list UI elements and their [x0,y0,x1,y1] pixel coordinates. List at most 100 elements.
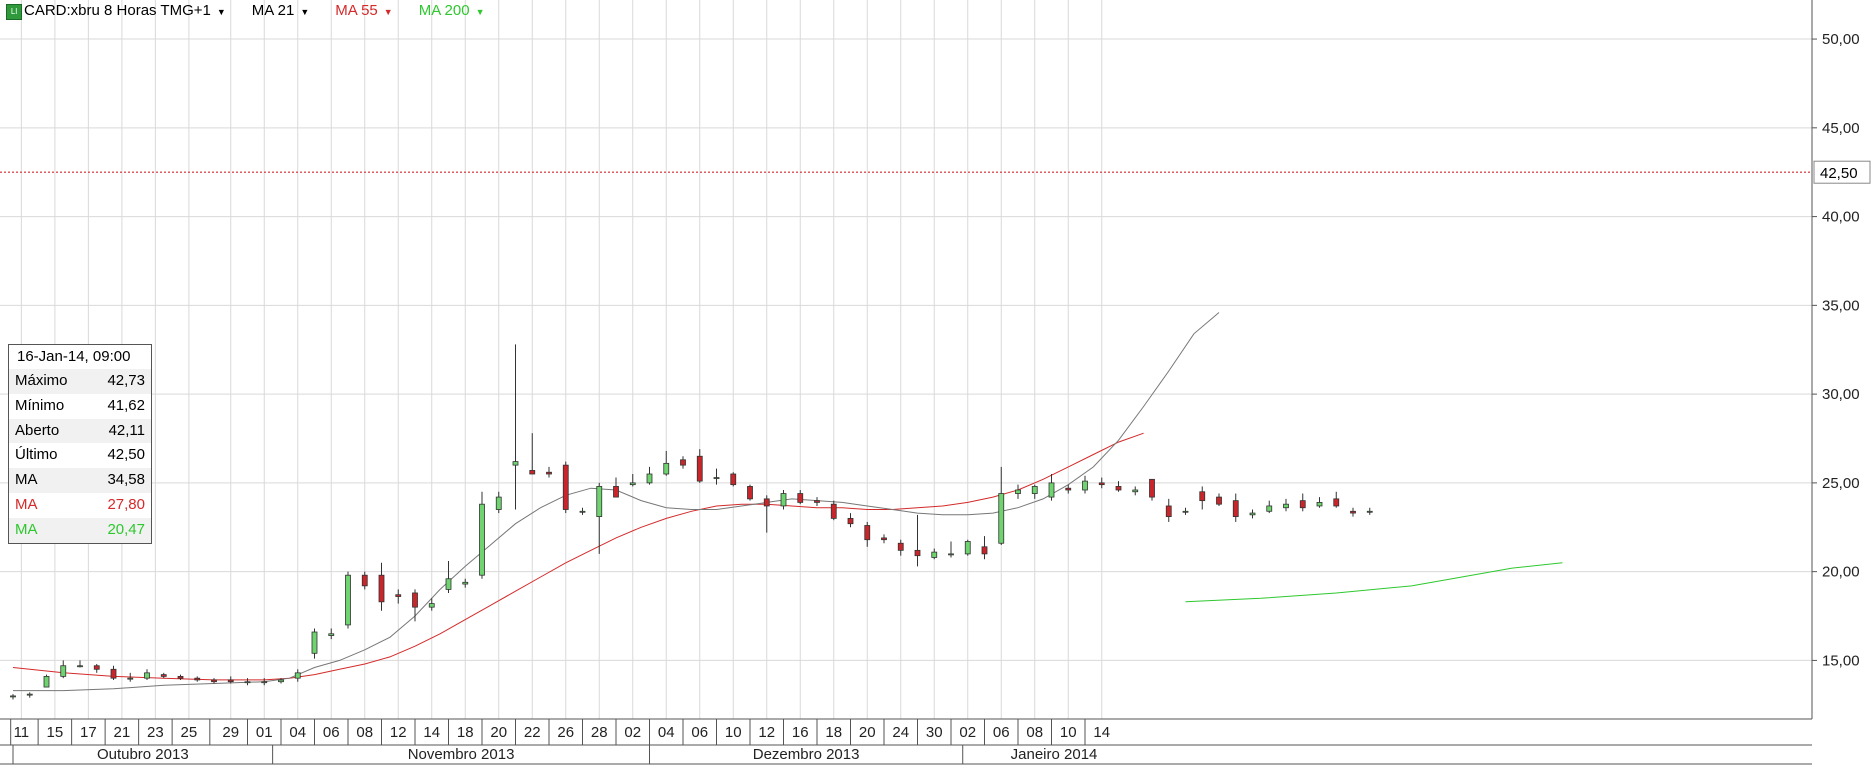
candle-body[interactable] [1350,510,1356,514]
candle-body[interactable] [596,486,603,518]
candle-body[interactable] [1283,503,1289,509]
candle-body[interactable] [211,679,217,683]
candle-body[interactable] [1366,510,1373,513]
indicator-ma-200[interactable]: MA 200 ▼ [419,2,485,19]
candle-body[interactable] [713,477,720,479]
x-tick-label: 11 [14,724,30,741]
candle-body[interactable] [1065,487,1072,491]
candle-body[interactable] [1299,500,1306,509]
candle-body[interactable] [897,542,904,551]
candle-body[interactable] [177,675,184,679]
indicator-ma-21[interactable]: MA 21 ▼ [252,2,309,19]
candle-body[interactable] [194,677,201,681]
candle-body[interactable] [864,525,871,541]
chart-type-icon[interactable]: Ll [6,4,22,20]
candle-body[interactable] [981,546,988,555]
candle-body[interactable] [93,665,100,670]
candle-body[interactable] [77,665,83,668]
candle-body[interactable] [613,486,619,498]
x-tick-label: 10 [725,724,742,741]
candle-body[interactable] [1132,489,1139,493]
candle-body[interactable] [1199,491,1206,502]
x-tick-label: 02 [959,724,976,741]
candle-body[interactable] [445,578,452,590]
candle-body[interactable] [160,674,167,677]
candle-body[interactable] [345,574,351,626]
candle-body[interactable] [60,665,67,677]
candle-body[interactable] [948,553,954,556]
x-tick-label: 16 [792,724,809,741]
candle-body[interactable] [294,672,301,679]
candle-body[interactable] [1249,512,1256,516]
indicator-ma-55[interactable]: MA 55 ▼ [335,2,392,19]
symbol-selector[interactable]: CARD:xbru 8 Horas TMG+1 ▼ [24,2,226,19]
x-tick-label: 18 [457,724,474,741]
candle-body[interactable] [43,675,50,688]
candle-body[interactable] [244,681,251,684]
candle-body[interactable] [278,679,284,683]
candle-body[interactable] [629,482,636,486]
candle-body[interactable] [1182,510,1189,513]
y-tick-label: 40,00 [1822,209,1860,226]
candle-body[interactable] [998,493,1005,544]
candle-body[interactable] [529,470,536,475]
candle-body[interactable] [730,473,737,486]
candle-body[interactable] [127,677,134,680]
candle-body[interactable] [227,679,234,683]
candle-body[interactable] [1031,486,1038,494]
candle-body[interactable] [462,581,469,585]
candle-body[interactable] [579,510,586,513]
candle-body[interactable] [663,462,670,475]
candle-body[interactable] [10,695,16,698]
candle-body[interactable] [395,594,402,597]
y-tick-label: 15,00 [1822,652,1860,669]
candle-body[interactable] [1165,505,1172,518]
candle-body[interactable] [747,486,753,500]
candle-body[interactable] [1082,480,1088,491]
candle-body[interactable] [1048,482,1055,498]
candle-body[interactable] [311,631,318,654]
info-row-low: Mínimo 41,62 [15,396,145,414]
chevron-down-icon: ▼ [300,7,310,17]
candle-body[interactable] [1098,482,1105,486]
x-tick-label: 08 [1026,724,1043,741]
candle-body[interactable] [361,574,368,587]
candle-body[interactable] [495,496,502,510]
candle-body[interactable] [512,461,519,466]
last-price-label: 42,50 [1820,165,1858,182]
candle-body[interactable] [1115,486,1122,491]
candle-body[interactable] [328,633,335,636]
candle-body[interactable] [914,549,921,557]
candle-body[interactable] [1266,505,1273,512]
candle-body[interactable] [847,517,854,525]
candle-body[interactable] [1216,496,1222,505]
candle-body[interactable] [763,498,770,507]
candle-body[interactable] [830,503,837,519]
candle-body[interactable] [562,464,569,510]
candle-body[interactable] [1333,498,1340,507]
candle-body[interactable] [780,493,787,507]
candle-body[interactable] [378,574,385,603]
candle-body[interactable] [1316,502,1323,507]
candle-body[interactable] [646,473,653,484]
candle-body[interactable] [814,500,820,503]
candle-body[interactable] [546,471,552,475]
candle-body[interactable] [696,455,703,482]
candle-body[interactable] [1149,478,1155,498]
candle-body[interactable] [144,672,150,679]
candle-body[interactable] [881,537,887,541]
candle-body[interactable] [261,681,268,684]
candle-body[interactable] [797,493,804,503]
candle-body[interactable] [412,592,418,608]
candle-body[interactable] [931,551,938,558]
candle-body[interactable] [1232,500,1239,518]
candle-body[interactable] [26,693,33,696]
candle-body[interactable] [1015,489,1021,494]
indicator-label: MA 55 [335,2,378,19]
candle-body[interactable] [680,459,686,466]
candle-body[interactable] [428,603,435,608]
candle-body[interactable] [964,541,971,555]
candle-body[interactable] [110,668,117,679]
candle-body[interactable] [479,503,485,576]
